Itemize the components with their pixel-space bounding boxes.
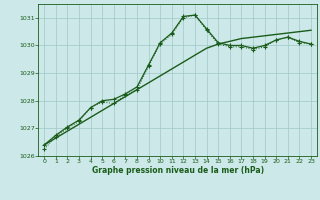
X-axis label: Graphe pression niveau de la mer (hPa): Graphe pression niveau de la mer (hPa) bbox=[92, 166, 264, 175]
